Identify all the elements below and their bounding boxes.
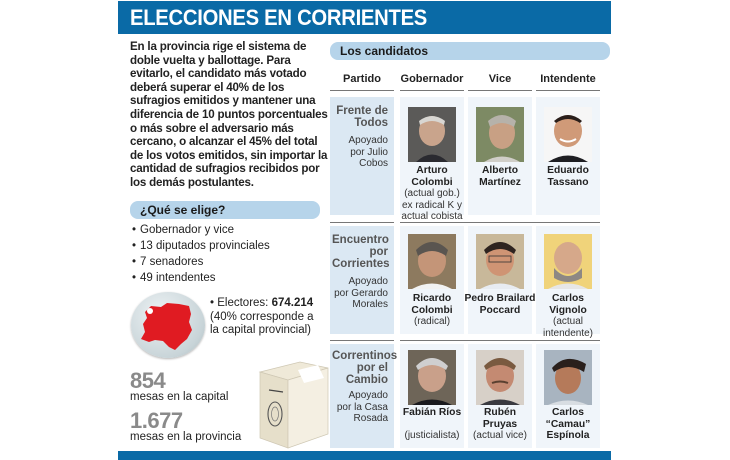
candidate-photo	[408, 350, 456, 405]
column-header-partido: Partido	[330, 70, 394, 91]
electores-info: • Electores: 674.214 (40% corresponde a …	[210, 297, 320, 338]
column-header-intendente: Intendente	[536, 70, 600, 91]
row-divider	[330, 340, 394, 341]
row-divider	[400, 340, 600, 341]
candidate-note: (radical)	[413, 316, 451, 327]
candidate-name: Alberto Martínez	[479, 165, 521, 188]
candidate-name: Arturo Colombi	[411, 165, 453, 188]
candidate-photo	[476, 350, 524, 405]
candidate-cell: Carlos Vignolo (actual intendente)	[536, 226, 600, 339]
candidate-photo	[544, 350, 592, 405]
list-item: 13 diputados provinciales	[132, 238, 270, 254]
row-divider	[400, 222, 600, 223]
candidate-photo	[476, 107, 524, 162]
candidate-name: Pedro Brailard Poccard	[464, 293, 536, 316]
title-bar: ELECCIONES EN CORRIENTES	[118, 1, 611, 34]
candidate-name: Carlos Vignolo	[549, 293, 587, 316]
bottom-bar	[118, 451, 611, 460]
candidate-note: (actual intendente)	[542, 316, 594, 339]
list-item: 49 intendentes	[132, 270, 270, 286]
candidate-name: Fabián Ríos	[402, 407, 462, 418]
electores-value: 674.214	[271, 297, 314, 309]
candidate-note: (justicialista)	[404, 430, 460, 441]
mesas-provincia-number: 1.677	[130, 408, 183, 433]
candidate-name: Eduardo Tassano	[547, 165, 589, 188]
list-item: 7 senadores	[132, 254, 270, 270]
candidate-photo	[544, 107, 592, 162]
party-cell: Correntinos por el Cambio Apoyado por la…	[330, 344, 398, 448]
candidate-name: Carlos “Camau” Espínola	[545, 407, 591, 441]
candidate-photo	[476, 234, 524, 289]
row-divider	[330, 222, 394, 223]
candidate-cell: Carlos “Camau” Espínola	[536, 344, 600, 448]
party-support: Apoyado por la Casa Rosada	[336, 390, 388, 424]
page-title: ELECCIONES EN CORRIENTES	[130, 5, 428, 30]
candidate-name: Ricardo Colombi	[411, 293, 453, 316]
column-header-vice: Vice	[468, 70, 532, 91]
candidate-cell: Pedro Brailard Poccard	[465, 226, 535, 334]
party-support: Apoyado por Gerardo Morales	[334, 276, 388, 310]
que-se-elige-heading: ¿Qué se elige?	[130, 201, 320, 219]
candidate-cell: Fabián Ríos (justicialista)	[400, 344, 464, 448]
mesas-capital-number: 854	[130, 368, 166, 393]
list-item: Gobernador y vice	[132, 222, 270, 238]
party-name: Frente de Todos	[336, 105, 388, 129]
candidate-cell: Arturo Colombi (actual gob.) ex radical …	[400, 97, 464, 222]
candidate-cell: Eduardo Tassano	[536, 97, 600, 215]
candidate-cell: Alberto Martínez	[468, 97, 532, 215]
party-cell: Encuentro por Corrientes Apoyado por Ger…	[330, 226, 394, 334]
party-name: Correntinos por el Cambio	[332, 350, 398, 386]
candidate-photo	[544, 234, 592, 289]
candidate-photo	[408, 234, 456, 289]
candidate-cell: Ricardo Colombi (radical)	[400, 226, 464, 334]
party-cell: Frente de Todos Apoyado por Julio Cobos	[330, 97, 394, 215]
ballot-box-icon	[258, 361, 329, 449]
los-candidatos-heading: Los candidatos	[330, 42, 610, 60]
intro-paragraph: En la provincia rige el sistema de doble…	[130, 40, 328, 189]
party-name: Encuentro por Corrientes	[332, 234, 390, 270]
column-header-gobernador: Gobernador	[400, 70, 464, 91]
infographic: ELECCIONES EN CORRIENTES En la provincia…	[118, 0, 611, 460]
corrientes-province-map-icon	[131, 292, 205, 358]
electores-label: Electores:	[217, 297, 269, 309]
electores-note: (40% corresponde a la capital provincial…	[210, 310, 314, 337]
candidate-name: Rubén Pruyas	[482, 407, 518, 430]
candidate-photo	[408, 107, 456, 162]
que-se-elige-list: Gobernador y vice 13 diputados provincia…	[132, 222, 270, 286]
party-support: Apoyado por Julio Cobos	[348, 135, 388, 169]
mesas-provincia-label: mesas en la provincia	[130, 431, 242, 443]
candidate-cell: Rubén Pruyas (actual vice)	[468, 344, 532, 448]
candidate-note: (actual vice)	[473, 430, 527, 441]
candidate-note: (actual gob.) ex radical K y actual cobi…	[401, 188, 463, 222]
mesas-capital-label: mesas en la capital	[130, 391, 229, 403]
